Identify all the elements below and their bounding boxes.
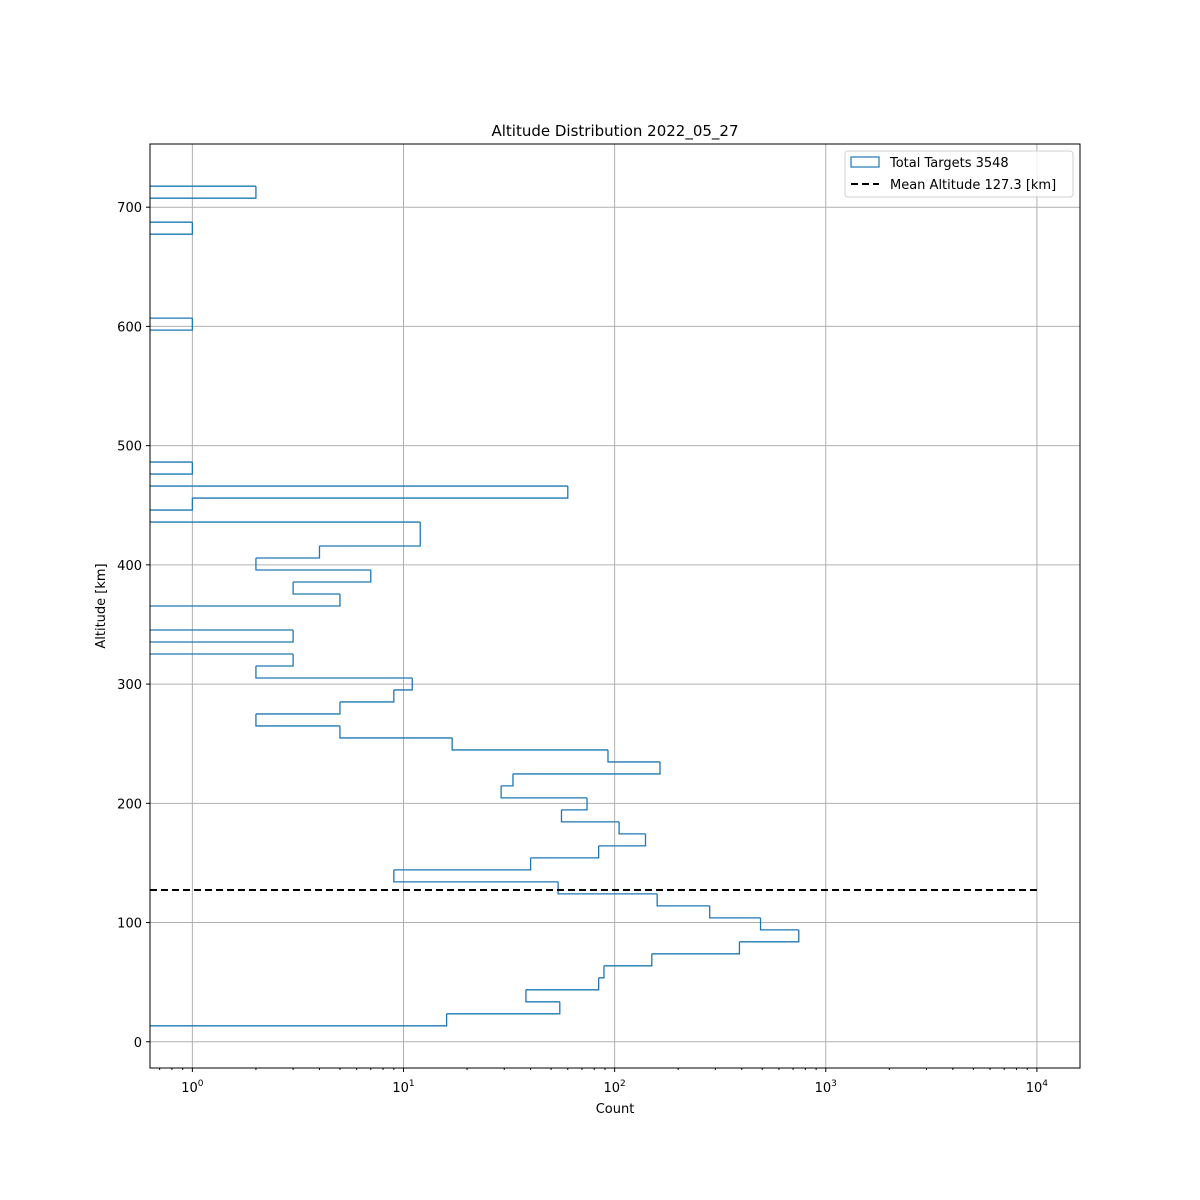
histogram-bin bbox=[339, 689, 395, 703]
histogram-bin bbox=[255, 558, 371, 571]
histogram-bin bbox=[607, 749, 660, 763]
histogram-bin bbox=[150, 594, 341, 607]
histogram-bin bbox=[525, 989, 560, 1003]
legend-label-total: Total Targets 3548 bbox=[889, 156, 1009, 171]
histogram-bin bbox=[525, 977, 600, 991]
histogram-bin bbox=[393, 857, 532, 871]
histogram-bin bbox=[759, 917, 799, 931]
histogram-bin bbox=[512, 761, 661, 775]
x-tick-label: 102 bbox=[603, 1079, 625, 1096]
histogram-bin bbox=[501, 773, 514, 787]
histogram-bin bbox=[150, 485, 568, 487]
legend-hist-swatch bbox=[850, 156, 880, 168]
histogram-bin bbox=[150, 222, 194, 235]
legend: Total Targets 3548 Mean Altitude 127.3 [… bbox=[844, 150, 1074, 198]
legend-box bbox=[844, 150, 1074, 198]
histogram-bin bbox=[618, 821, 646, 835]
histogram-bin bbox=[561, 797, 588, 811]
histogram-bin bbox=[339, 725, 453, 739]
histogram-bin bbox=[150, 653, 294, 655]
histogram-bin bbox=[598, 833, 647, 847]
y-tick-label: 100 bbox=[117, 917, 142, 932]
histogram-bin bbox=[150, 498, 194, 511]
histogram-bin bbox=[150, 317, 193, 319]
histogram-bin bbox=[451, 737, 608, 751]
histogram-bin bbox=[192, 486, 569, 499]
y-axis-label: Altitude [km] bbox=[94, 563, 109, 648]
y-tick-label: 500 bbox=[117, 440, 142, 455]
x-axis-ticks: 100 101 102 103 104 bbox=[159, 1068, 1049, 1096]
histogram-bin bbox=[150, 629, 294, 643]
histogram-bin bbox=[150, 1013, 448, 1027]
y-tick-label: 200 bbox=[117, 797, 142, 812]
histogram-bin bbox=[150, 186, 257, 199]
x-axis-label: Count bbox=[596, 1102, 635, 1117]
histogram-bin bbox=[446, 1001, 561, 1015]
y-tick-label: 0 bbox=[134, 1036, 142, 1051]
histogram-bin bbox=[739, 929, 800, 943]
histogram-bin bbox=[150, 461, 193, 463]
x-tick-label: 101 bbox=[392, 1079, 414, 1096]
histogram-bin bbox=[603, 953, 653, 967]
histogram-bin bbox=[255, 713, 340, 727]
histogram-bin bbox=[500, 785, 588, 799]
y-tick-label: 400 bbox=[117, 559, 142, 574]
y-tick-label: 300 bbox=[117, 678, 142, 693]
y-tick-label: 600 bbox=[117, 320, 142, 335]
histogram-bin bbox=[150, 521, 421, 523]
x-tick-label: 104 bbox=[1026, 1079, 1049, 1096]
histogram-bin bbox=[150, 462, 194, 475]
histogram-bin bbox=[560, 809, 620, 823]
grid-lines bbox=[150, 144, 1080, 1068]
histogram-bin bbox=[656, 893, 710, 907]
histogram-bin bbox=[557, 881, 658, 895]
x-tick-label: 100 bbox=[181, 1079, 204, 1096]
histogram-bin bbox=[319, 534, 421, 547]
histogram-bin bbox=[530, 845, 600, 859]
x-tick-label: 103 bbox=[815, 1079, 837, 1096]
histogram-bin bbox=[150, 629, 294, 631]
histogram-bin bbox=[150, 318, 194, 331]
histogram-bin bbox=[598, 965, 605, 979]
chart-title: Altitude Distribution 2022_05_27 bbox=[491, 122, 738, 141]
histogram-bin bbox=[292, 582, 340, 595]
y-axis-ticks: 0 100 200 300 400 500 600 700 bbox=[117, 201, 150, 1051]
histogram-bin bbox=[651, 941, 741, 955]
y-tick-label: 700 bbox=[117, 201, 142, 216]
histogram-bin bbox=[255, 701, 341, 715]
histogram-bin bbox=[393, 677, 413, 691]
histogram-bin bbox=[393, 869, 559, 883]
legend-label-mean: Mean Altitude 127.3 [km] bbox=[890, 178, 1056, 193]
histogram-bin bbox=[709, 905, 761, 919]
histogram-outline bbox=[150, 185, 800, 1027]
histogram-bin bbox=[255, 665, 413, 679]
histogram-bin bbox=[255, 546, 321, 559]
histogram-bin bbox=[150, 221, 193, 223]
histogram-bin bbox=[293, 570, 372, 583]
histogram-bin bbox=[255, 653, 294, 667]
